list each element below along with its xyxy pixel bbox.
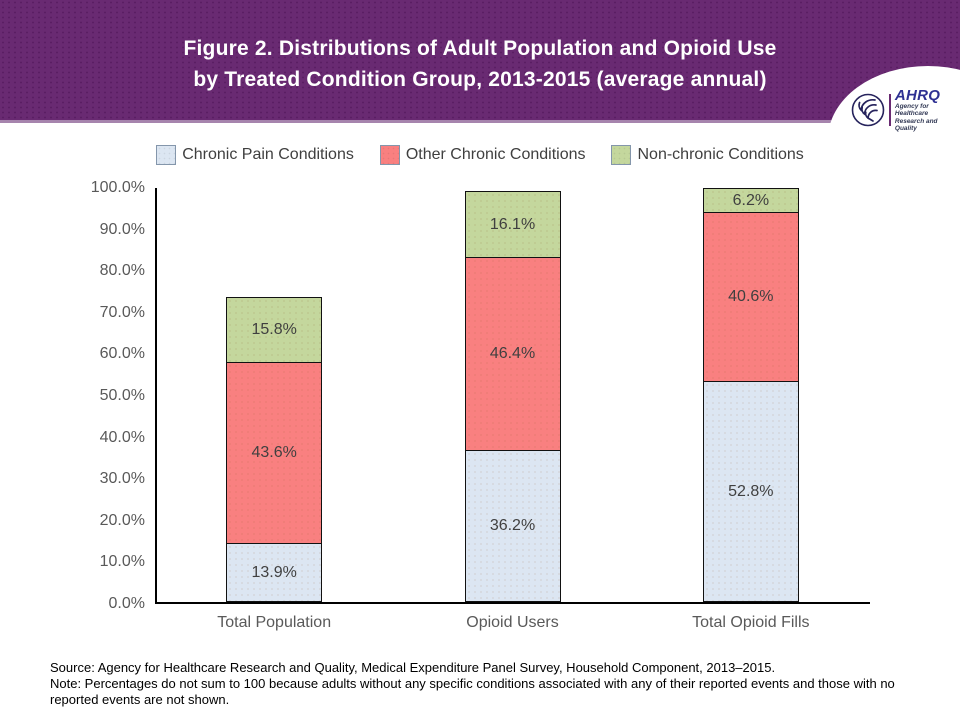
data-value-label: 40.6%	[728, 288, 774, 306]
legend-item-chronic-pain: Chronic Pain Conditions	[156, 145, 354, 165]
y-tick-label: 50.0%	[99, 387, 145, 404]
plot-area: 15.8% 43.6% 13.9% 16.1% 46.4% 36.2% 6.2% 40.6% 5…	[155, 187, 870, 604]
bar-stack-opioid-users: 16.1% 46.4% 36.2%	[464, 191, 561, 602]
footer-notes: Source: Agency for Healthcare Research a…	[0, 650, 960, 708]
data-value-label: 6.2%	[732, 191, 770, 209]
y-tick-label: 80.0%	[99, 262, 145, 280]
data-value-label: 52.8%	[728, 482, 774, 500]
data-value-label: 36.2%	[489, 517, 536, 535]
data-value-label: 16.1%	[489, 215, 536, 233]
x-category-label: Opioid Users	[466, 614, 559, 631]
bar-segment: 43.6%	[226, 362, 323, 545]
bar-segment: 16.1%	[464, 191, 561, 259]
x-axis-category-labels: Total Population Opioid Users Total Opioid…	[155, 614, 870, 636]
figure-title-line1: Figure 2. Distributions of Adult Populat…	[183, 37, 777, 60]
y-tick-label: 0.0%	[108, 595, 145, 612]
logo-divider	[889, 94, 891, 126]
legend-label: Chronic Pain Conditions	[182, 146, 354, 163]
data-value-label: 15.8%	[251, 320, 297, 338]
y-tick-label: 40.0%	[99, 428, 145, 446]
bar-stack-total-opioid-fills: 6.2% 40.6% 52.8%	[702, 187, 799, 602]
chart-legend: Chronic Pain Conditions Other Chronic Co…	[0, 145, 960, 165]
y-axis-labels: 0.0% 10.0% 20.0% 30.0% 40.0% 50.0% 60.0% 70.0% 8…	[0, 179, 145, 612]
legend-item-non-chronic: Non-chronic Conditions	[611, 145, 804, 165]
legend-label: Other Chronic Conditions	[405, 146, 586, 163]
y-tick-label: 70.0%	[99, 303, 145, 321]
data-value-label: 43.6%	[251, 444, 297, 461]
ahrq-tagline-line2: Research and Quality	[894, 117, 938, 133]
figure-title-line2: by Treated Condition Group, 2013-2015 (a…	[193, 68, 767, 91]
y-tick-label: 90.0%	[99, 220, 145, 238]
legend-swatch-non-chronic	[611, 145, 632, 165]
legend-item-other-chronic: Other Chronic Conditions	[379, 145, 586, 165]
ahrq-logo: AHRQ Agency for Healthcare Research and …	[850, 88, 960, 133]
bar-stack-total-population: 15.8% 43.6% 13.9%	[226, 297, 323, 602]
note-text: Note: Percentages do not sum to 100 beca…	[50, 676, 895, 707]
bar-segment: 15.8%	[226, 297, 323, 363]
y-tick-label: 10.0%	[99, 553, 145, 571]
y-tick-label: 20.0%	[99, 511, 145, 529]
source-text: Source: Agency for Healthcare Research a…	[50, 660, 776, 675]
bar-segment: 40.6%	[702, 213, 799, 383]
figure-title: Figure 2. Distributions of Adult Populat…	[0, 33, 960, 95]
data-value-label: 46.4%	[489, 345, 536, 363]
ahrq-acronym: AHRQ	[894, 86, 941, 104]
bar-segment: 13.9%	[226, 544, 323, 602]
hhs-eagle-icon	[851, 93, 885, 127]
bar-segment: 52.8%	[702, 382, 799, 602]
ahrq-text-block: AHRQ Agency for Healthcare Research and …	[895, 88, 960, 133]
bar-segment: 36.2%	[464, 451, 561, 602]
y-tick-label: 100.0%	[90, 179, 145, 196]
x-category-label: Total Population	[217, 614, 332, 631]
x-category-label: Total Opioid Fills	[692, 614, 810, 631]
ahrq-tagline-line1: Agency for Healthcare	[894, 102, 929, 118]
header-banner: Figure 2. Distributions of Adult Populat…	[0, 0, 960, 212]
y-tick-label: 30.0%	[99, 470, 145, 488]
legend-swatch-other-chronic	[379, 145, 400, 165]
legend-swatch-chronic-pain	[156, 145, 177, 165]
bar-segment: 6.2%	[702, 187, 799, 214]
plot-wrap: 0.0% 10.0% 20.0% 30.0% 40.0% 50.0% 60.0% 70.0% 8…	[0, 179, 960, 612]
legend-label: Non-chronic Conditions	[637, 146, 804, 163]
bar-segment: 46.4%	[464, 258, 561, 452]
y-tick-label: 60.0%	[99, 345, 145, 363]
chart-region: Chronic Pain Conditions Other Chronic Co…	[0, 123, 960, 649]
data-value-label: 13.9%	[251, 563, 297, 581]
